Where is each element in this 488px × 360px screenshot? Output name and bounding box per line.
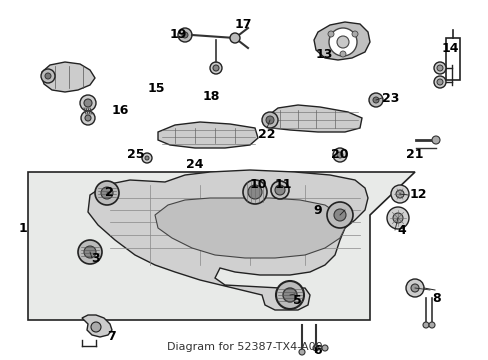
Polygon shape: [88, 170, 367, 310]
Circle shape: [395, 190, 403, 198]
Circle shape: [327, 31, 333, 37]
Circle shape: [91, 322, 101, 332]
Circle shape: [372, 97, 378, 103]
Circle shape: [422, 322, 428, 328]
Circle shape: [436, 65, 442, 71]
Polygon shape: [42, 62, 95, 92]
Circle shape: [209, 62, 222, 74]
Circle shape: [84, 99, 92, 107]
Text: 11: 11: [274, 178, 291, 191]
Text: 24: 24: [186, 158, 203, 171]
Circle shape: [392, 213, 402, 223]
Circle shape: [247, 185, 262, 199]
Circle shape: [351, 31, 357, 37]
Circle shape: [436, 79, 442, 85]
Text: 3: 3: [91, 252, 100, 265]
Text: 2: 2: [105, 185, 114, 198]
Circle shape: [78, 240, 102, 264]
Text: 18: 18: [202, 90, 219, 103]
Text: 21: 21: [406, 148, 423, 161]
Circle shape: [283, 288, 296, 302]
Circle shape: [333, 209, 346, 221]
Text: 1: 1: [18, 221, 27, 234]
Circle shape: [80, 95, 96, 111]
Circle shape: [84, 246, 96, 258]
Text: 19: 19: [169, 28, 186, 41]
Text: 7: 7: [107, 330, 116, 343]
Circle shape: [262, 112, 278, 128]
Text: 6: 6: [313, 344, 322, 357]
Circle shape: [45, 73, 51, 79]
Circle shape: [433, 62, 445, 74]
Circle shape: [182, 32, 187, 38]
Text: 23: 23: [381, 91, 399, 104]
Circle shape: [142, 153, 152, 163]
Circle shape: [339, 51, 346, 57]
Circle shape: [95, 181, 119, 205]
Text: Diagram for 52387-TX4-A00: Diagram for 52387-TX4-A00: [166, 342, 322, 352]
Text: 17: 17: [234, 18, 251, 31]
Circle shape: [386, 207, 408, 229]
Text: 14: 14: [440, 42, 458, 55]
Circle shape: [213, 65, 219, 71]
Circle shape: [431, 136, 439, 144]
Polygon shape: [158, 122, 258, 148]
Text: 5: 5: [292, 294, 301, 307]
Circle shape: [336, 36, 348, 48]
Circle shape: [265, 116, 273, 124]
Circle shape: [41, 69, 55, 83]
Circle shape: [275, 281, 304, 309]
Text: 10: 10: [249, 178, 266, 191]
Circle shape: [178, 28, 192, 42]
Circle shape: [410, 284, 418, 292]
Text: 4: 4: [396, 224, 405, 237]
Text: 8: 8: [431, 292, 440, 305]
Circle shape: [433, 76, 445, 88]
Circle shape: [336, 152, 342, 158]
Circle shape: [312, 345, 318, 351]
Polygon shape: [313, 22, 369, 60]
Circle shape: [390, 185, 408, 203]
Circle shape: [101, 187, 113, 199]
Bar: [445, 38, 459, 80]
Circle shape: [326, 202, 352, 228]
Text: 15: 15: [148, 81, 165, 94]
Circle shape: [85, 115, 91, 121]
Circle shape: [328, 28, 356, 56]
Text: 25: 25: [127, 148, 145, 162]
Text: 20: 20: [330, 148, 348, 161]
Circle shape: [274, 185, 285, 195]
Polygon shape: [264, 105, 361, 132]
Text: 16: 16: [112, 104, 129, 117]
Circle shape: [332, 148, 346, 162]
Circle shape: [321, 345, 327, 351]
Text: 22: 22: [258, 128, 275, 141]
Text: 12: 12: [409, 189, 427, 202]
Text: 9: 9: [312, 203, 321, 216]
Circle shape: [368, 93, 382, 107]
Circle shape: [229, 33, 240, 43]
Polygon shape: [28, 172, 414, 320]
Polygon shape: [82, 315, 112, 337]
Circle shape: [428, 322, 434, 328]
Circle shape: [298, 349, 305, 355]
Circle shape: [81, 111, 95, 125]
Text: 13: 13: [315, 49, 333, 62]
Circle shape: [405, 279, 423, 297]
Circle shape: [270, 181, 288, 199]
Polygon shape: [155, 198, 345, 258]
Circle shape: [243, 180, 266, 204]
Circle shape: [145, 156, 149, 160]
